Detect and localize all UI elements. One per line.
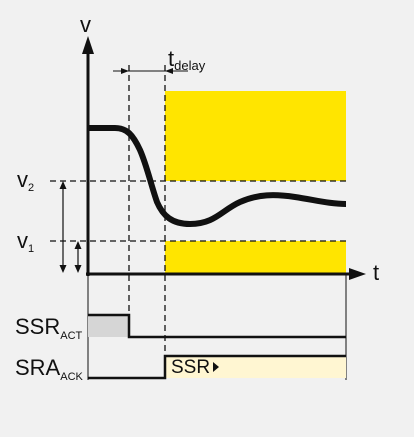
play-triangle-icon	[213, 362, 220, 372]
v2-range-arrow	[59, 181, 67, 273]
ssr-act-high-fill	[88, 315, 129, 337]
v1-range-arrow	[74, 241, 82, 273]
ssr-act-label: SSRACT	[15, 314, 83, 342]
upper-band	[165, 91, 346, 181]
v1-label: v1	[17, 228, 35, 255]
ssr-block-fill	[165, 356, 346, 378]
sra-ack-label: SRAACK	[15, 355, 83, 383]
x-axis	[86, 268, 366, 280]
y-axis	[82, 36, 94, 276]
lower-band	[165, 241, 346, 274]
y-axis-label: v	[80, 12, 91, 37]
ssr-block-label: SSR	[171, 358, 220, 377]
v2-label: v2	[17, 167, 35, 194]
delay-arrow	[113, 68, 188, 74]
x-axis-label: t	[373, 260, 380, 285]
sra-ack-waveform	[88, 354, 346, 380]
ssr-act-waveform	[88, 313, 346, 339]
response-curve	[88, 125, 347, 227]
delay-label: tdelay	[168, 46, 206, 73]
